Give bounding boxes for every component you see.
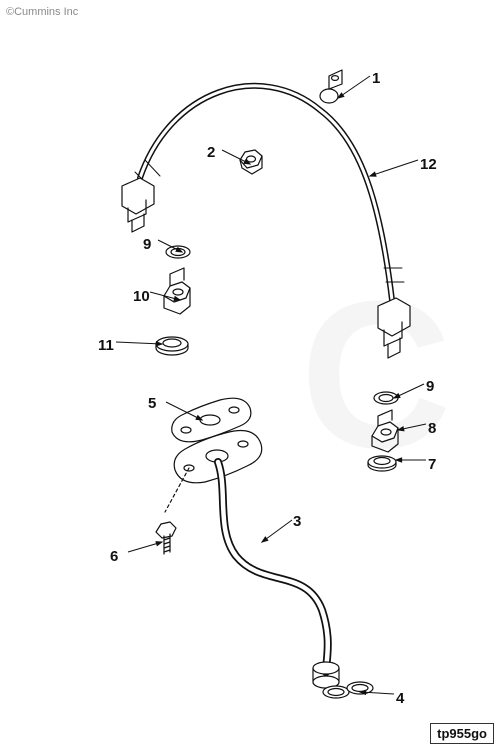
callout-9: 9	[143, 236, 151, 253]
part-6-bolt	[156, 522, 176, 554]
callout-5: 5	[148, 395, 156, 412]
diagram-stage: C ©Cummins Inc tp955go	[0, 0, 500, 750]
callout-8: 8	[428, 420, 436, 437]
parts-drawing	[0, 0, 500, 750]
callout-9: 9	[426, 378, 434, 395]
part-3-drain-tube	[165, 431, 339, 689]
part-12-supply-tube	[122, 86, 410, 358]
part-11-seal-washer	[156, 337, 188, 355]
callout-1: 1	[372, 70, 380, 87]
callout-12: 12	[420, 156, 437, 173]
callout-11: 11	[98, 337, 114, 354]
callout-2: 2	[207, 144, 215, 161]
part-2-hexnut	[240, 150, 262, 174]
part-7-seal-washer	[368, 456, 396, 471]
callout-7: 7	[428, 456, 436, 473]
callout-6: 6	[110, 548, 118, 565]
part-8-connector	[372, 410, 398, 452]
callout-10: 10	[133, 288, 150, 305]
callout-3: 3	[293, 513, 301, 530]
callout-4: 4	[396, 690, 404, 707]
part-10-connector	[164, 268, 190, 314]
